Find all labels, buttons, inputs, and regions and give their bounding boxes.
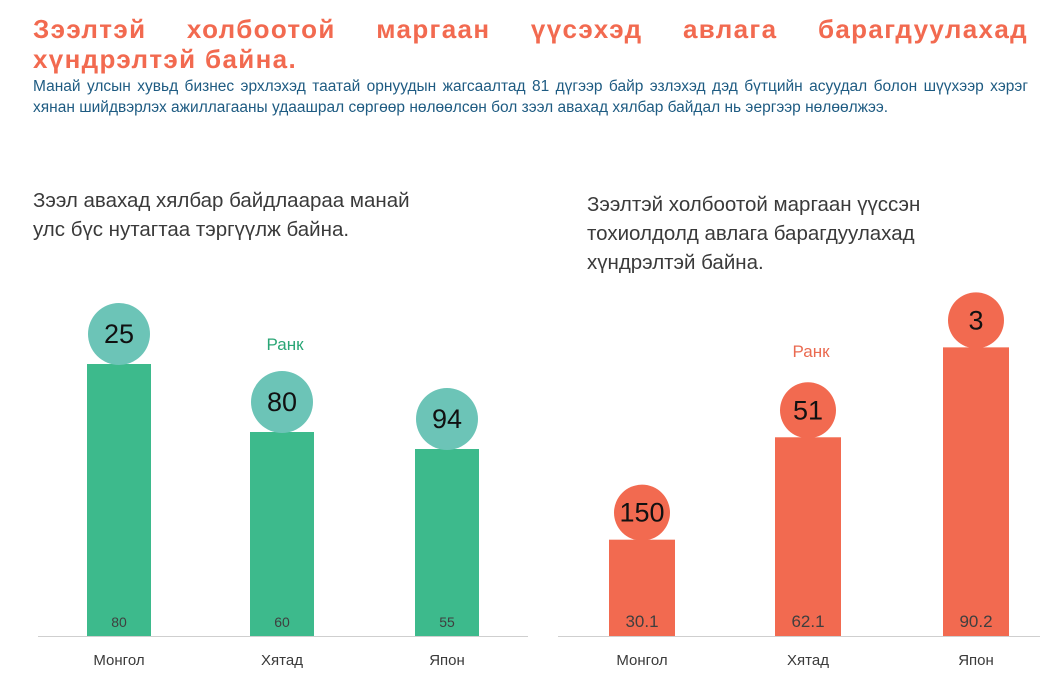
loan-ease-category-label-3: Япон xyxy=(429,652,465,669)
loan-ease-rank-label: Ранк xyxy=(266,335,304,354)
loan-ease-category-label-2: Хятад xyxy=(261,652,303,669)
debt-recovery-rank-circle-3 xyxy=(948,292,1004,349)
loan-ease-value-label-1: 80 xyxy=(111,614,127,630)
loan-ease-rank-circle-3 xyxy=(416,388,478,450)
debt-recovery-rank-circle-2 xyxy=(780,382,836,439)
debt-recovery-bar-2 xyxy=(775,437,841,636)
loan-ease-rank-value-1: 25 xyxy=(104,319,134,349)
debt-recovery-rank-value-3: 3 xyxy=(968,305,983,335)
loan-ease-rank-value-3: 94 xyxy=(432,404,462,434)
loan-ease-value-label-2: 60 xyxy=(274,614,290,630)
loan-ease-bar-2 xyxy=(250,432,314,636)
debt-recovery-bar-3 xyxy=(943,347,1009,636)
chart-title-debt-recovery: Зээлтэй холбоотой маргаан үүссэн тохиолд… xyxy=(587,193,921,274)
debt-recovery-rank-value-1: 150 xyxy=(619,498,664,528)
debt-recovery-value-label-1: 30.1 xyxy=(625,612,658,631)
loan-ease-rank-value-2: 80 xyxy=(267,387,297,417)
debt-recovery-rank-value-2: 51 xyxy=(793,395,823,425)
chart-title-loan-ease: Зээл авахад хялбар байдлаараа манай улс … xyxy=(33,189,410,241)
loan-ease-rank-circle-2 xyxy=(251,371,313,433)
loan-ease-category-label-1: Монгол xyxy=(93,652,144,669)
page-description: Манай улсын хувьд бизнес эрхлэхэд таатай… xyxy=(33,78,1028,116)
debt-recovery-value-label-2: 62.1 xyxy=(791,612,824,631)
debt-recovery-rank-circle-1 xyxy=(614,484,670,541)
loan-ease-bar-3 xyxy=(415,449,479,636)
debt-recovery-category-label-1: Монгол xyxy=(616,652,667,669)
debt-recovery-value-label-3: 90.2 xyxy=(959,612,992,631)
debt-recovery-category-label-2: Хятад xyxy=(787,652,829,669)
debt-recovery-rank-label: Ранк xyxy=(792,342,830,361)
debt-recovery-category-label-3: Япон xyxy=(958,652,994,669)
loan-ease-rank-circle-1 xyxy=(88,303,150,365)
page-title: Зээлтэй холбоотой маргаан үүсэхэд авлага… xyxy=(33,14,1028,74)
loan-ease-value-label-3: 55 xyxy=(439,614,455,630)
loan-ease-bar-1 xyxy=(87,364,151,636)
debt-recovery-bar-1 xyxy=(609,539,675,636)
